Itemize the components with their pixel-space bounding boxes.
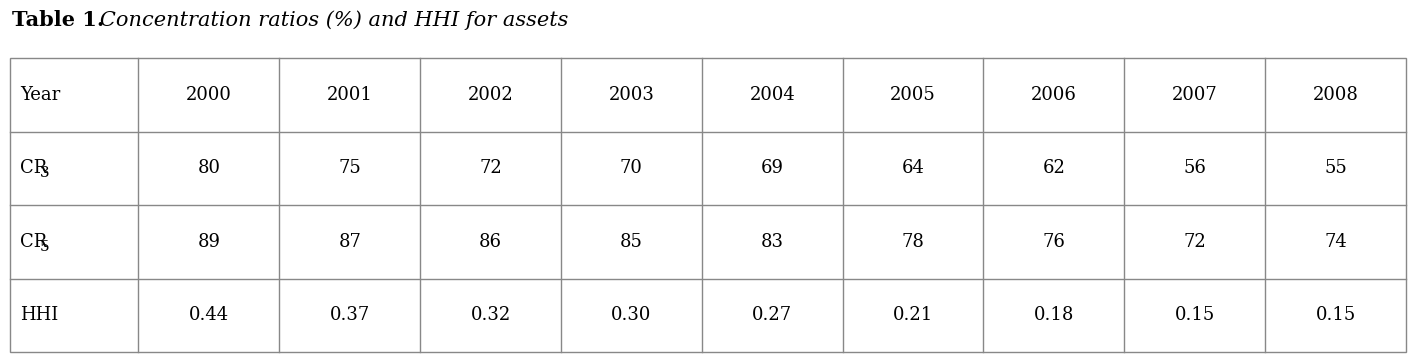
Text: 2001: 2001	[327, 86, 372, 104]
Text: 2004: 2004	[749, 86, 796, 104]
Text: 74: 74	[1324, 233, 1347, 251]
Bar	[10, 58, 1406, 352]
Text: Table 1.: Table 1.	[11, 10, 105, 30]
Text: 0.37: 0.37	[330, 306, 370, 324]
Text: 69: 69	[760, 159, 783, 177]
Text: 0.44: 0.44	[188, 306, 229, 324]
Text: 0.30: 0.30	[612, 306, 651, 324]
Text: 5: 5	[40, 240, 50, 254]
Text: 87: 87	[338, 233, 361, 251]
Text: 72: 72	[479, 159, 501, 177]
Text: 2008: 2008	[1313, 86, 1358, 104]
Text: 76: 76	[1042, 233, 1065, 251]
Text: 85: 85	[620, 233, 643, 251]
Text: 55: 55	[1324, 159, 1347, 177]
Text: 0.15: 0.15	[1315, 306, 1355, 324]
Text: 2007: 2007	[1172, 86, 1218, 104]
Text: CR: CR	[20, 233, 47, 251]
Text: 75: 75	[338, 159, 361, 177]
Text: Year: Year	[20, 86, 61, 104]
Text: 64: 64	[902, 159, 925, 177]
Text: CR: CR	[20, 159, 47, 177]
Text: 2002: 2002	[467, 86, 514, 104]
Text: 62: 62	[1042, 159, 1065, 177]
Text: 0.21: 0.21	[893, 306, 933, 324]
Text: 0.27: 0.27	[752, 306, 793, 324]
Text: 72: 72	[1184, 233, 1206, 251]
Text: Concentration ratios (%) and HHI for assets: Concentration ratios (%) and HHI for ass…	[79, 10, 568, 30]
Text: 80: 80	[197, 159, 221, 177]
Text: 3: 3	[40, 166, 50, 180]
Text: 0.18: 0.18	[1034, 306, 1075, 324]
Text: 70: 70	[620, 159, 643, 177]
Text: 56: 56	[1184, 159, 1206, 177]
Text: 83: 83	[760, 233, 783, 251]
Text: 0.15: 0.15	[1175, 306, 1215, 324]
Text: HHI: HHI	[20, 306, 58, 324]
Text: 89: 89	[197, 233, 221, 251]
Text: 2003: 2003	[609, 86, 654, 104]
Text: 2006: 2006	[1031, 86, 1076, 104]
Text: 2000: 2000	[185, 86, 232, 104]
Text: 2005: 2005	[891, 86, 936, 104]
Text: 78: 78	[902, 233, 925, 251]
Text: 86: 86	[479, 233, 503, 251]
Text: 0.32: 0.32	[470, 306, 511, 324]
